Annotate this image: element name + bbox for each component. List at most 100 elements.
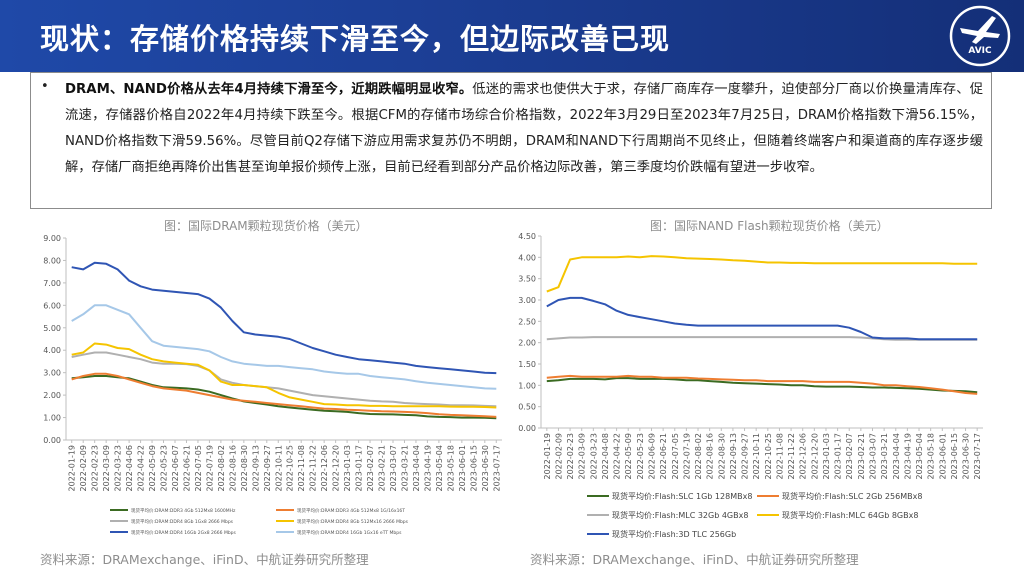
x-tick-label: 2022-10-11 [274,445,283,492]
series-line-2 [71,351,497,408]
x-tick-label: 2022-04-22 [137,445,146,492]
x-tick-label: 2023-01-17 [355,445,364,492]
source-left: 资料来源：DRAMexchange、iFinD、中航证券研究所整理 [40,552,369,567]
x-tick-label: 2022-07-19 [205,445,214,492]
y-tick-label: 2.00 [43,391,61,400]
x-tick-label: 2022-12-20 [810,433,819,480]
y-tick-label: 3.00 [43,369,61,378]
series-line-1 [71,372,497,418]
summary-bold-lead: DRAM、NAND价格从去年4月持续下滑至今，近期跌幅明显收窄。 [65,82,473,97]
x-tick-label: 2022-11-08 [297,445,306,492]
x-tick-label: 2022-05-23 [160,445,169,492]
x-tick-label: 2022-08-16 [706,433,715,480]
y-tick-label: 4.50 [518,232,536,241]
y-tick-label: 1.50 [518,360,536,369]
x-tick-label: 2022-09-27 [263,445,272,492]
x-tick-label: 2022-11-22 [787,433,796,480]
x-tick-label: 2022-05-09 [148,445,157,492]
x-tick-label: 2023-02-07 [366,445,375,492]
x-tick-label: 2022-04-22 [613,433,622,480]
x-tick-label: 2022-03-23 [114,445,123,492]
y-tick-label: 7.00 [43,279,61,288]
x-tick-label: 2022-04-06 [125,445,134,492]
series-line-0 [546,377,978,394]
x-tick-label: 2023-04-19 [903,433,912,480]
x-tick-label: 2023-02-21 [378,445,387,492]
x-tick-label: 2022-12-06 [320,445,329,492]
x-tick-label: 2023-06-15 [469,445,478,492]
y-tick-label: 2.00 [518,339,536,348]
y-tick-label: 3.50 [518,275,536,284]
y-tick-label: 2.50 [518,317,536,326]
legend-label-4: 现货平均价:Flash:3D TLC 256Gb [612,529,736,539]
x-tick-label: 2022-06-21 [659,433,668,480]
legend-label-2: 现货平均价:Flash:MLC 32Gb 4GBx8 [612,510,748,520]
x-tick-label: 2023-02-21 [857,433,866,480]
x-tick-label: 2022-12-06 [799,433,808,480]
y-tick-label: 6.00 [43,301,61,310]
x-tick-label: 2022-09-13 [251,445,260,492]
x-tick-label: 2022-03-09 [578,433,587,480]
x-tick-label: 2023-05-18 [446,445,455,492]
dram-price-chart: 0.00 1.00 2.00 3.00 4.00 5.00 6.00 7.00 8.00 9.00… [43,234,502,536]
x-tick-label: 2023-02-07 [845,433,854,480]
series-line-5 [71,304,497,390]
dram-chart-title: 图：国际DRAM颗粒现货价格（美元） [164,219,368,233]
y-tick-label: 4.00 [518,253,536,262]
y-tick-label: 1.00 [518,381,536,390]
legend-label-2: 现货平均价:DRAM:DDR4 8Gb 1Gx8 2666 Mbps [131,518,234,525]
x-tick-label: 2023-04-04 [892,433,901,480]
x-tick-label: 2023-03-21 [400,445,409,492]
avic-logo: AVIC [949,5,1011,67]
bullet-mark: • [41,79,49,94]
x-tick-label: 2023-06-30 [481,445,490,492]
x-tick-label: 2022-02-09 [79,445,88,492]
y-tick-label: 1.00 [43,414,61,423]
x-tick-label: 2023-05-04 [435,445,444,492]
legend-label-3: 现货平均价:Flash:MLC 64Gb 8GBx8 [782,510,918,520]
x-tick-label: 2023-04-19 [423,445,432,492]
y-tick-label: 0.00 [43,436,61,445]
series-line-2 [546,336,978,341]
x-tick-label: 2022-08-30 [240,445,249,492]
logo-ring [949,5,1011,67]
series-line-4 [71,261,497,375]
x-tick-label: 2023-06-15 [950,433,959,480]
nand-price-chart: 0.00 0.50 1.00 1.50 2.00 2.50 3.00 3.50 4.00 4.50… [518,232,983,539]
summary-box: • DRAM、NAND价格从去年4月持续下滑至今，近期跌幅明显收窄。低迷的需求也… [30,72,992,209]
x-tick-label: 2022-06-09 [648,433,657,480]
x-tick-label: 2022-10-11 [752,433,761,480]
x-tick-label: 2022-06-21 [182,445,191,492]
x-tick-label: 2022-03-09 [102,445,111,492]
x-tick-label: 2023-03-07 [389,445,398,492]
x-tick-label: 2022-12-20 [332,445,341,492]
x-tick-label: 2022-05-23 [636,433,645,480]
nand-chart-title: 图：国际NAND Flash颗粒现货价格（美元） [650,219,889,233]
page-title: 现状：存储价格持续下滑至今，但边际改善已现 [40,22,671,56]
logo-plane-icon [960,16,1000,44]
x-tick-label: 2022-08-16 [228,445,237,492]
logo-text: AVIC [968,46,992,56]
x-tick-label: 2022-02-23 [91,445,100,492]
x-tick-label: 2022-09-13 [729,433,738,480]
x-tick-label: 2022-01-19 [68,445,77,492]
series-line-4 [546,296,978,341]
legend-label-5: 现货平均价:DRAM:DDR4 16Gb 1Gx16 eTT Mbps [297,529,402,536]
series-line-3 [71,342,497,409]
series-line-0 [71,375,497,420]
summary-paragraph: DRAM、NAND价格从去年4月持续下滑至今，近期跌幅明显收窄。低迷的需求也使供… [65,77,983,181]
x-tick-label: 2022-08-02 [217,445,226,492]
x-tick-label: 2022-11-08 [775,433,784,480]
legend-label-0: 现货平均价:Flash:SLC 1Gb 128MBx8 [612,491,752,501]
x-tick-label: 2023-01-03 [822,433,831,480]
y-tick-label: 5.00 [43,324,61,333]
legend-label-1: 现货平均价:Flash:SLC 2Gb 256MBx8 [782,491,922,501]
header-bar: 现状：存储价格持续下滑至今，但边际改善已现 AVIC [0,0,1024,72]
x-tick-label: 2022-04-08 [601,433,610,480]
x-tick-label: 2022-09-27 [741,433,750,480]
legend-label-3: 现货平均价:DRAM:DDR4 8Gb 512Mx16 2666 Mbps [297,518,409,525]
x-tick-label: 2023-01-17 [834,433,843,480]
x-tick-label: 2022-07-05 [671,433,680,480]
x-tick-label: 2022-01-19 [543,433,552,480]
x-tick-label: 2023-04-04 [412,445,421,492]
